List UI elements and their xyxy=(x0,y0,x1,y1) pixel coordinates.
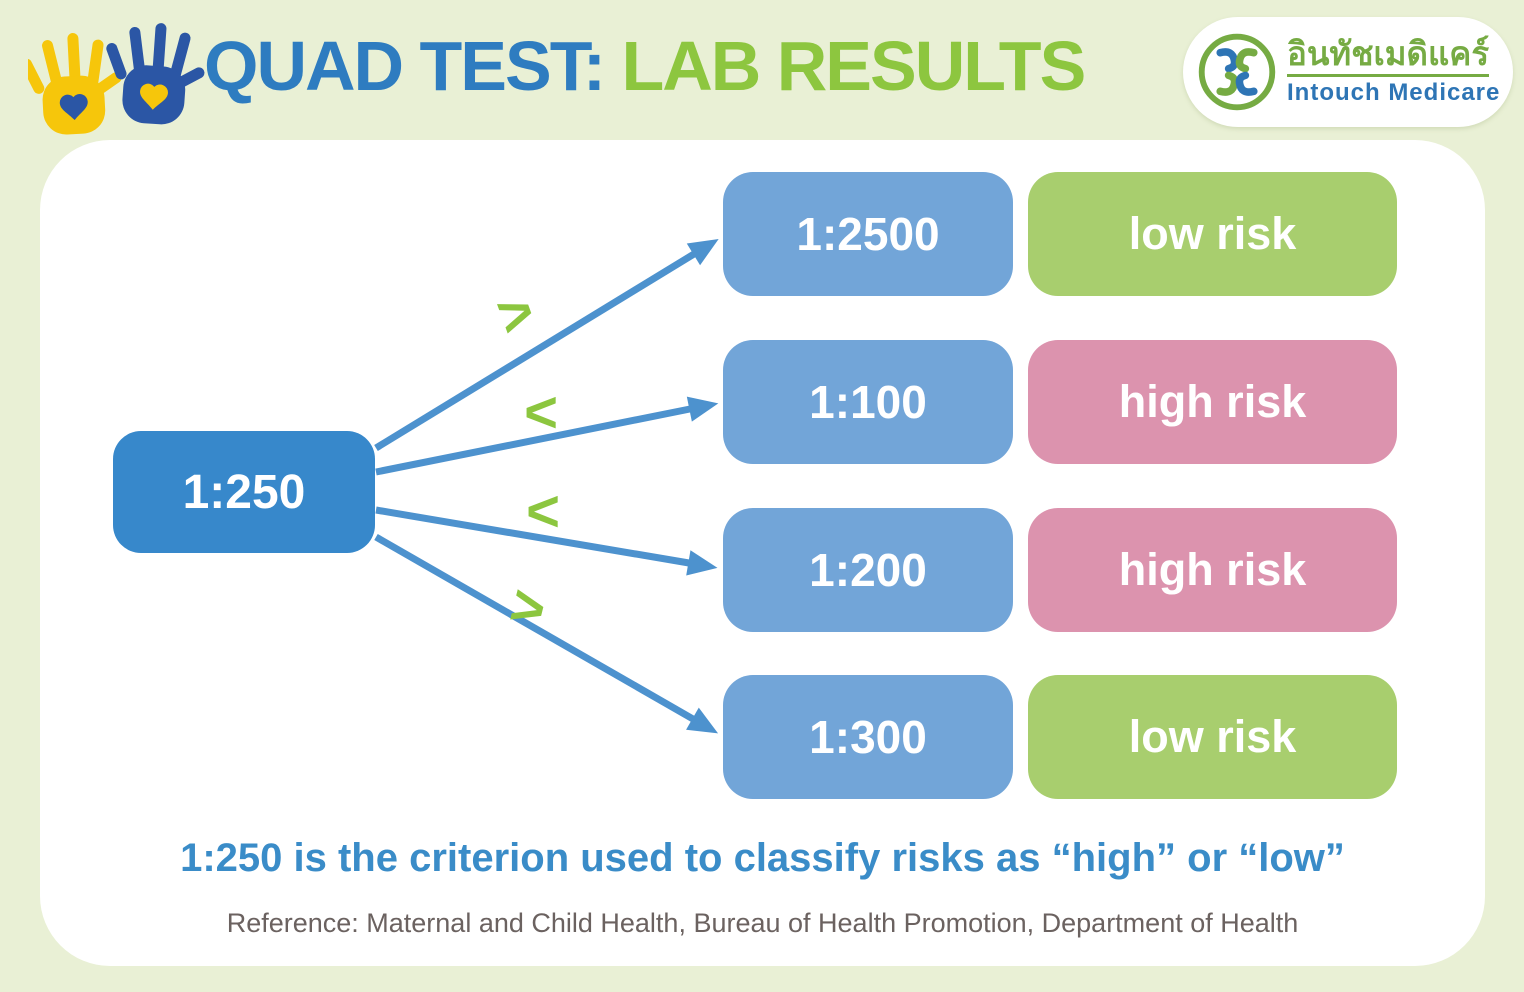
reference-note: Reference: Maternal and Child Health, Bu… xyxy=(226,908,1299,938)
medicare-logo-icon xyxy=(1198,33,1276,111)
comparator-less-row-2: < xyxy=(524,380,558,445)
intouch-medicare-logo: อินทัชเมดิแคร์ Intouch Medicare xyxy=(1183,17,1513,127)
handprints-decoration xyxy=(28,19,208,137)
page-title: QUAD TEST: LAB RESULTS xyxy=(204,26,1086,106)
criterion-caption: 1:250 is the criterion used to classify … xyxy=(180,836,1345,880)
comparator-less-row-3: < xyxy=(526,479,560,544)
risk-node-low-2: low risk xyxy=(1028,675,1397,799)
risk-node-high-2: high risk xyxy=(1028,508,1397,632)
page-title-secondary: LAB RESULTS xyxy=(604,27,1086,105)
value-node-1-300: 1:300 xyxy=(723,675,1013,799)
value-node-1-100: 1:100 xyxy=(723,340,1013,464)
risk-node-high-1: high risk xyxy=(1028,340,1397,464)
logo-english-name: Intouch Medicare xyxy=(1287,78,1501,106)
risk-node-low-1: low risk xyxy=(1028,172,1397,296)
value-node-1-2500: 1:2500 xyxy=(723,172,1013,296)
hand-print-blue xyxy=(99,19,208,128)
root-node-1-250: 1:250 xyxy=(113,431,375,553)
logo-thai-name: อินทัชเมดิแคร์ xyxy=(1287,37,1490,77)
page-title-primary: QUAD TEST: xyxy=(204,27,606,105)
value-node-1-200: 1:200 xyxy=(723,508,1013,632)
